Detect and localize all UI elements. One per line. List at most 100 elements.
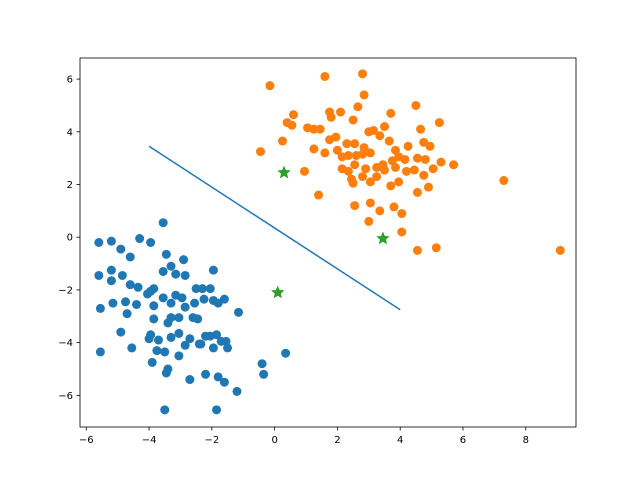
data-point: [160, 405, 170, 415]
data-point: [380, 122, 390, 132]
data-point: [144, 334, 154, 344]
data-point: [365, 198, 375, 208]
data-point: [180, 340, 190, 350]
data-point: [343, 151, 353, 161]
data-point: [348, 115, 358, 125]
data-point: [420, 154, 430, 164]
data-point: [365, 177, 375, 187]
data-point: [428, 164, 438, 174]
separator-line: [148, 145, 401, 311]
data-point: [158, 293, 168, 303]
data-point: [256, 147, 266, 157]
data-point: [449, 160, 459, 170]
data-point: [397, 227, 407, 237]
data-point: [423, 182, 433, 192]
y-axis: −6 −4 −2 0 2 4 6: [58, 75, 80, 402]
data-point: [350, 160, 360, 170]
data-point: [419, 170, 429, 180]
series-2-line: [148, 145, 401, 311]
data-point: [208, 343, 218, 353]
data-point: [158, 218, 168, 228]
star-marker: [376, 231, 390, 245]
data-point: [390, 162, 400, 172]
data-point: [223, 343, 233, 353]
data-point: [397, 209, 407, 219]
data-point: [180, 302, 190, 312]
data-point: [94, 270, 104, 280]
data-point: [166, 313, 176, 323]
data-point: [152, 346, 162, 356]
data-point: [199, 294, 209, 304]
data-point: [358, 69, 368, 79]
data-point: [365, 148, 375, 158]
data-point: [359, 90, 369, 100]
y-tick-label: −6: [58, 391, 73, 402]
data-point: [331, 132, 341, 142]
data-point: [94, 238, 104, 247]
data-point: [409, 165, 419, 175]
data-point: [401, 166, 411, 176]
data-point: [350, 201, 360, 211]
data-point: [171, 269, 181, 279]
x-tick-label: 6: [460, 435, 466, 446]
data-point: [132, 299, 142, 309]
data-point: [232, 386, 242, 396]
data-point: [212, 330, 222, 340]
series-3-stars: [271, 165, 390, 299]
data-point: [158, 266, 168, 276]
data-point: [125, 280, 135, 290]
data-point: [372, 162, 382, 172]
data-point: [106, 276, 116, 286]
data-point: [416, 124, 426, 134]
data-point: [412, 187, 422, 197]
data-point: [163, 364, 173, 374]
data-point: [309, 124, 319, 134]
data-point: [394, 177, 404, 187]
data-point: [146, 238, 156, 247]
star-marker: [271, 285, 285, 299]
x-tick-label: 0: [271, 435, 277, 446]
data-point: [95, 347, 105, 357]
star-marker: [277, 165, 291, 179]
data-point: [315, 124, 325, 134]
data-point: [259, 369, 269, 379]
data-point: [348, 178, 358, 188]
data-point: [179, 255, 189, 265]
data-point: [191, 284, 201, 294]
data-point: [133, 282, 143, 292]
data-point: [121, 297, 131, 307]
data-point: [389, 202, 399, 212]
y-tick-label: 2: [67, 180, 73, 191]
data-point: [190, 298, 200, 308]
data-point: [320, 71, 330, 81]
data-point: [219, 377, 229, 387]
data-point: [350, 139, 360, 149]
y-tick-label: −2: [58, 285, 73, 296]
y-tick-label: 6: [67, 75, 73, 86]
data-point: [314, 190, 324, 200]
data-point: [282, 118, 292, 128]
x-tick-label: 8: [523, 435, 529, 446]
data-point: [213, 298, 223, 308]
x-tick-label: 2: [334, 435, 340, 446]
plot-frame: [79, 57, 577, 428]
data-point: [281, 348, 291, 358]
x-tick-label: 4: [397, 435, 403, 446]
data-point: [197, 284, 207, 294]
series-1-points: [256, 69, 565, 255]
data-point: [384, 136, 394, 146]
data-point: [343, 166, 353, 176]
x-tick-label: −4: [142, 435, 157, 446]
data-point: [499, 176, 509, 186]
data-point: [149, 314, 159, 324]
data-point: [403, 141, 413, 151]
data-point: [380, 165, 390, 175]
data-point: [116, 327, 126, 337]
data-point: [425, 141, 435, 151]
data-point: [436, 157, 446, 167]
x-tick-label: −2: [204, 435, 219, 446]
data-point: [149, 301, 159, 311]
data-point: [160, 347, 170, 357]
